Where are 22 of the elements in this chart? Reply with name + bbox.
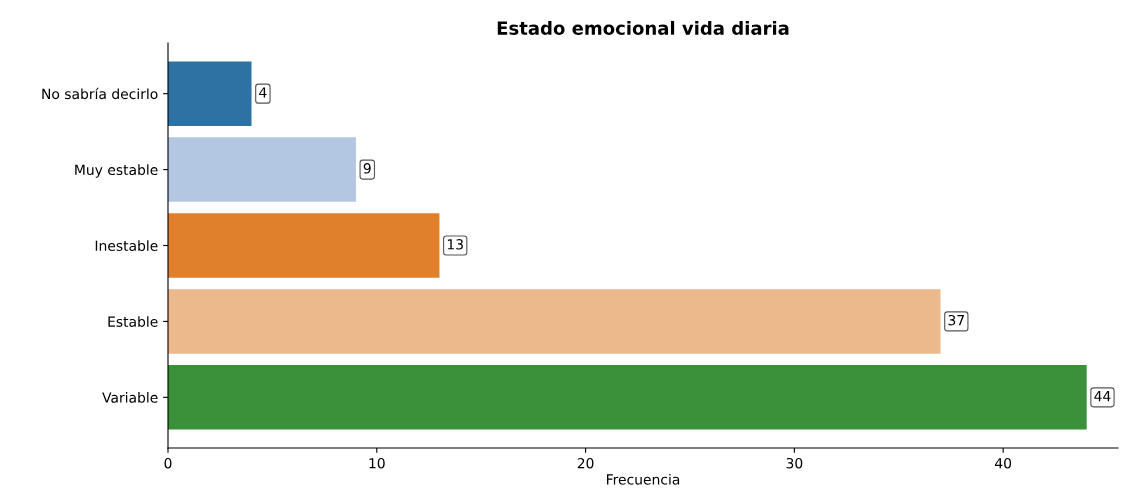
x-tick-label: 20 bbox=[577, 457, 594, 469]
x-axis-title: Frecuencia bbox=[607, 473, 680, 485]
x-tick-label: 40 bbox=[995, 457, 1012, 469]
data-label: 4 bbox=[259, 87, 267, 98]
y-tick-label: Estable bbox=[108, 316, 158, 327]
y-tick-label: No sabría decirlo bbox=[42, 87, 158, 100]
x-tick-label: 10 bbox=[369, 457, 385, 469]
chart-title: Estado emocional vida diaria bbox=[497, 20, 789, 35]
bar bbox=[168, 213, 440, 278]
y-tick-label: Variable bbox=[102, 392, 158, 403]
data-label: 13 bbox=[447, 239, 463, 250]
data-label: 44 bbox=[1094, 391, 1111, 402]
bar bbox=[168, 61, 252, 126]
bar bbox=[168, 137, 356, 202]
bar bbox=[168, 289, 941, 354]
bar bbox=[168, 365, 1087, 430]
data-label: 37 bbox=[948, 314, 964, 326]
y-tick-label: Muy estable bbox=[75, 164, 158, 178]
y-tick-label: Inestable bbox=[95, 240, 158, 251]
x-tick-label: 0 bbox=[164, 457, 172, 469]
data-label: 9 bbox=[363, 163, 371, 174]
x-tick-label: 30 bbox=[786, 457, 803, 469]
